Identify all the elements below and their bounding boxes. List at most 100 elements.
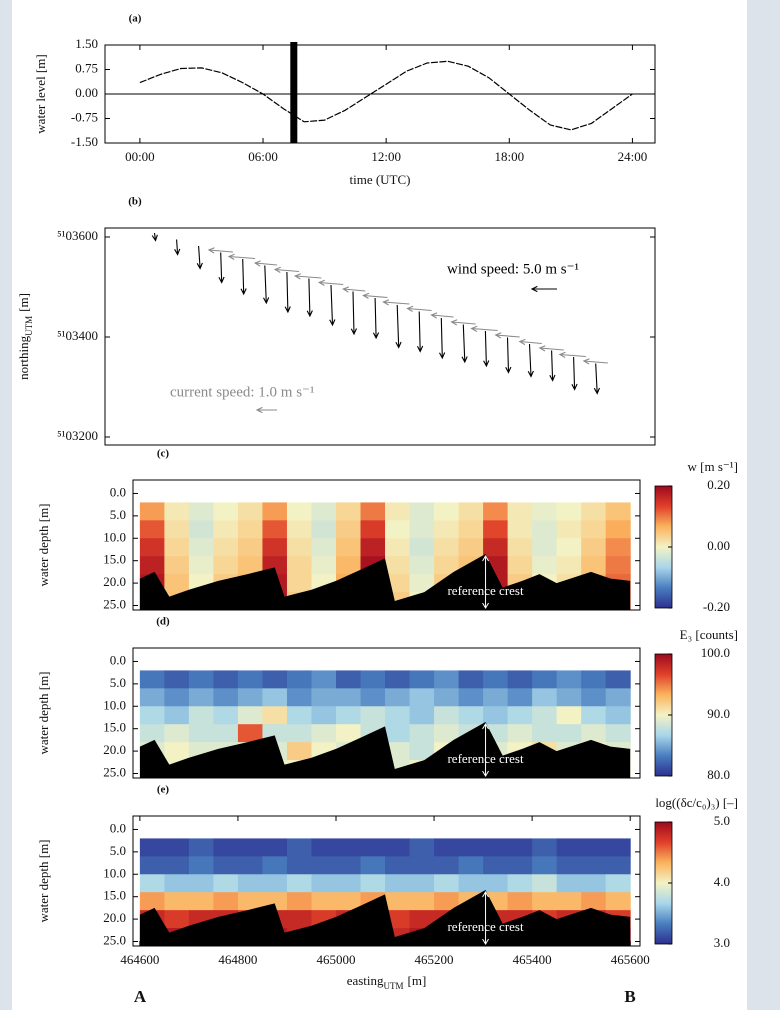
vector-arrow (406, 305, 432, 312)
vector-arrow (538, 345, 564, 352)
vector-arrow (342, 286, 366, 293)
y-tick-label: 15.0 (103, 720, 126, 735)
heatmap-cell (581, 706, 607, 725)
y-tick-label: 0.00 (75, 85, 98, 100)
heatmap-cell (409, 688, 435, 707)
heatmap-cell (409, 670, 435, 689)
heatmap-cell (458, 538, 484, 557)
heatmap-cell (237, 874, 263, 893)
vector-arrow (527, 343, 534, 378)
y-axis-label-sub: UTM (24, 316, 34, 336)
heatmap-cell (409, 724, 435, 743)
heatmap-cell (188, 520, 214, 539)
heatmap-cell (605, 892, 631, 911)
x-tick-label: 24:00 (618, 149, 648, 164)
heatmap-cell (483, 538, 509, 557)
vector-arrow (549, 350, 556, 382)
heatmap-cell (385, 856, 411, 875)
heatmap-cell (581, 724, 607, 743)
heatmap-cell (286, 556, 312, 575)
heatmap-cell (286, 538, 312, 557)
vector-arrow (293, 273, 322, 280)
heatmap-cell (262, 706, 288, 725)
heatmap-cell (311, 892, 337, 911)
vector-arrow (151, 232, 158, 242)
heatmap-cell (139, 706, 165, 725)
y-tick-label: ⁵¹03600 (57, 228, 98, 243)
heatmap-cell (605, 874, 631, 893)
heatmap-cell (237, 856, 263, 875)
heatmap-cell (139, 856, 165, 875)
vector-arrow (439, 317, 446, 360)
heatmap-cell (434, 724, 460, 743)
y-tick-label: -0.75 (71, 109, 98, 124)
heatmap-cell (164, 706, 190, 725)
heatmap-cell (311, 556, 337, 575)
heatmap-cell (385, 520, 411, 539)
heatmap-cell (335, 724, 362, 743)
heatmap-cell (581, 502, 607, 521)
vector-arrow (218, 252, 225, 284)
heatmap-cell (507, 892, 533, 911)
colorbar-tick-label: 100.0 (701, 645, 730, 660)
vector-arrow (253, 260, 278, 267)
heatmap-cell (311, 874, 337, 893)
vector-arrow (196, 245, 203, 270)
heatmap-cell (409, 874, 435, 893)
heatmap-cell (556, 520, 582, 539)
heatmap-cell (188, 502, 214, 521)
heatmap-cell (434, 892, 460, 911)
y-tick-label: 1.50 (75, 36, 98, 51)
heatmap-cell (139, 838, 165, 857)
heatmap-cell (385, 538, 411, 557)
heatmap-cell (483, 706, 509, 725)
heatmap-cell (164, 892, 190, 911)
heatmap-cell (483, 502, 509, 521)
heatmap-cell (409, 574, 435, 593)
heatmap-cell (385, 874, 411, 893)
heatmap-cell (385, 838, 411, 857)
heatmap-cell (532, 838, 558, 857)
legend-arrow (530, 285, 557, 293)
heatmap-cell (335, 538, 362, 557)
vector-arrow (350, 291, 358, 336)
heatmap-cell (286, 706, 312, 725)
heatmap-cell (434, 520, 460, 539)
heatmap-cell (556, 688, 582, 707)
x-tick-label: 12:00 (371, 149, 401, 164)
heatmap-cell (581, 670, 607, 689)
vector-arrow (430, 312, 454, 319)
heatmap-cell (458, 670, 484, 689)
heatmap-cell (360, 706, 386, 725)
heatmap-cell (605, 724, 631, 743)
heatmap-cell (213, 502, 239, 521)
heatmap-cell (532, 538, 558, 557)
vector-arrow (207, 247, 233, 254)
heatmap-cell (458, 874, 484, 893)
heatmap-cell (605, 670, 631, 689)
heatmap-cell (213, 520, 239, 539)
y-tick-label: 20.0 (103, 742, 126, 757)
vector-arrow (273, 266, 300, 273)
heatmap-cell (507, 724, 533, 743)
heatmap-cell (311, 538, 337, 557)
section-end: B (624, 987, 635, 1006)
heatmap-cell (385, 502, 411, 521)
heatmap-cell (360, 838, 386, 857)
heatmap-cell (237, 724, 263, 743)
heatmap-cell (139, 688, 165, 707)
heatmap-cell (213, 670, 239, 689)
heatmap-cell (139, 670, 165, 689)
heatmap-cell (311, 502, 337, 521)
heatmap-cell (286, 856, 312, 875)
heatmap-cell (311, 688, 337, 707)
heatmap-cell (409, 856, 435, 875)
heatmap-cell (385, 892, 411, 911)
heatmap-cell (385, 706, 411, 725)
heatmap-cell (581, 856, 607, 875)
heatmap-cell (213, 706, 239, 725)
heatmap-cell (507, 688, 533, 707)
heatmap-cell (581, 892, 607, 911)
heatmap-cell (458, 706, 484, 725)
heatmap-cell (164, 670, 190, 689)
